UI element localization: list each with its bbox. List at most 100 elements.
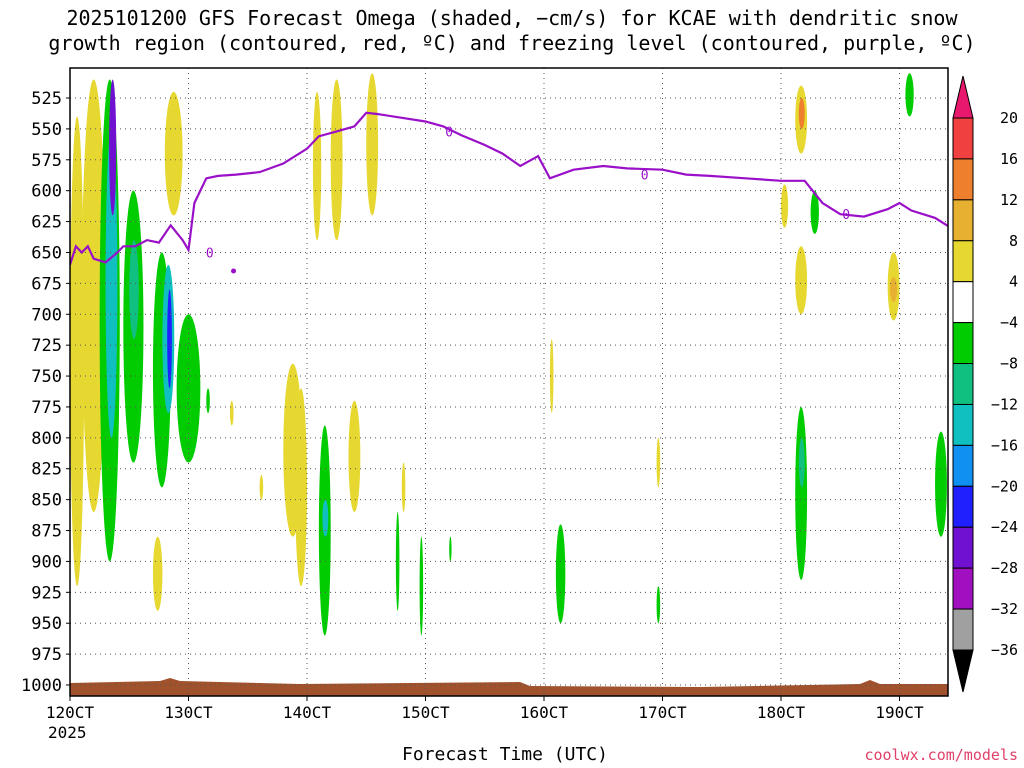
y-tick-label: 975 <box>31 645 62 665</box>
omega-region <box>656 437 661 488</box>
colorbar-label: −16 <box>991 436 1018 454</box>
freezing-level-dot <box>231 268 237 274</box>
omega-region <box>935 431 947 537</box>
colorbar-label: −12 <box>991 395 1018 413</box>
colorbar-label: 12 <box>1000 191 1018 209</box>
x-tick-label: 160CT <box>520 703 569 722</box>
omega-region <box>295 388 308 587</box>
x-axis-label: Forecast Time (UTC) <box>402 744 608 765</box>
freezing-level-label: 0 <box>206 246 214 261</box>
y-tick-label: 575 <box>31 151 62 171</box>
omega-region <box>656 586 661 624</box>
y-tick-label: 600 <box>31 182 62 202</box>
y-tick-label: 775 <box>31 398 62 418</box>
colorbar-bin <box>952 363 974 405</box>
omega-region <box>890 277 898 302</box>
colorbar-bin <box>952 567 974 610</box>
x-tick-label: 140CT <box>283 703 332 722</box>
y-tick-label: 750 <box>31 367 62 387</box>
x-tick-label: 190CT <box>875 703 924 722</box>
y-tick-label: 800 <box>31 429 62 449</box>
colorbar-label: −20 <box>991 477 1018 495</box>
omega-region <box>798 437 805 488</box>
x-tick-label: 180CT <box>757 703 806 722</box>
omega-region <box>810 190 819 234</box>
y-tick-label: 825 <box>31 460 62 480</box>
y-tick-label: 1000 <box>21 676 62 696</box>
omega-region <box>795 246 808 315</box>
y-tick-label: 850 <box>31 491 62 511</box>
colorbar-bin <box>952 281 974 324</box>
colorbar-label: −4 <box>1000 314 1018 332</box>
y-tick-label: 525 <box>31 89 62 109</box>
colorbar-label: −36 <box>991 641 1018 659</box>
omega-region <box>109 79 117 216</box>
x-tick-label: 170CT <box>638 703 687 722</box>
omega-region <box>395 511 400 611</box>
colorbar-label: −24 <box>991 518 1018 536</box>
omega-region <box>129 240 139 339</box>
colorbar-label: 4 <box>1009 273 1018 291</box>
y-tick-label: 950 <box>31 614 62 634</box>
omega-region <box>366 73 379 216</box>
x-tick-label: 120CT <box>46 703 95 722</box>
omega-region <box>781 184 789 228</box>
omega-region <box>348 400 361 512</box>
y-tick-label: 875 <box>31 522 62 542</box>
omega-region <box>322 499 329 537</box>
colorbar-bin <box>952 117 974 160</box>
omega-region <box>167 289 172 389</box>
omega-region <box>206 388 210 414</box>
y-tick-label: 675 <box>31 274 62 294</box>
colorbar-label: −32 <box>991 600 1018 618</box>
chart-title: 2025101200 GFS Forecast Omega (shaded, −… <box>0 6 1024 56</box>
omega-region <box>549 338 554 414</box>
colorbar-bin <box>952 608 974 651</box>
colorbar-bin <box>952 240 974 283</box>
omega-region <box>555 524 566 624</box>
omega-region <box>401 462 406 512</box>
colorbar-bin <box>952 322 974 365</box>
colorbar-label: 20 <box>1000 109 1018 127</box>
y-tick-label: 925 <box>31 583 62 603</box>
omega-region <box>449 536 452 562</box>
colorbar-bin <box>952 158 974 201</box>
colorbar-bottom-arrow <box>952 649 974 693</box>
freezing-level-line <box>70 111 948 266</box>
omega-region <box>312 91 322 241</box>
y-tick-label: 725 <box>31 336 62 356</box>
y-tick-label: 700 <box>31 305 62 325</box>
plot-frame <box>69 67 949 697</box>
colorbar-top-arrow <box>952 75 974 119</box>
omega-region <box>419 536 424 636</box>
y-tick-label: 550 <box>31 120 62 140</box>
omega-region <box>798 98 805 129</box>
x-tick-label: 150CT <box>401 703 450 722</box>
colorbar-bin <box>952 485 974 528</box>
x-tick-label: 130CT <box>164 703 213 722</box>
omega-region <box>164 91 183 216</box>
colorbar-label: 16 <box>1000 150 1018 168</box>
freezing-level-label: 0 <box>641 169 649 184</box>
omega-region <box>795 406 808 580</box>
title-line-1: 2025101200 GFS Forecast Omega (shaded, −… <box>66 6 958 30</box>
colorbar-bin <box>952 403 974 446</box>
x-tick-sublabel: 2025 <box>48 723 87 742</box>
freezing-level-label: 0 <box>842 208 850 223</box>
y-tick-label: 650 <box>31 243 62 263</box>
omega-region <box>330 79 343 241</box>
omega-region <box>905 73 914 117</box>
colorbar-label: 8 <box>1009 232 1018 250</box>
freezing-level-label: 0 <box>445 125 453 140</box>
omega-region <box>152 536 163 611</box>
title-line-2: growth region (contoured, red, ºC) and f… <box>48 31 976 55</box>
colorbar-label: −8 <box>1000 355 1018 373</box>
colorbar-bin <box>952 526 974 569</box>
terrain <box>70 678 948 696</box>
omega-region <box>229 400 234 426</box>
credit-link[interactable]: coolwx.com/models <box>864 746 1018 764</box>
y-tick-label: 900 <box>31 552 62 572</box>
y-tick-label: 625 <box>31 213 62 233</box>
omega-region <box>70 116 85 587</box>
